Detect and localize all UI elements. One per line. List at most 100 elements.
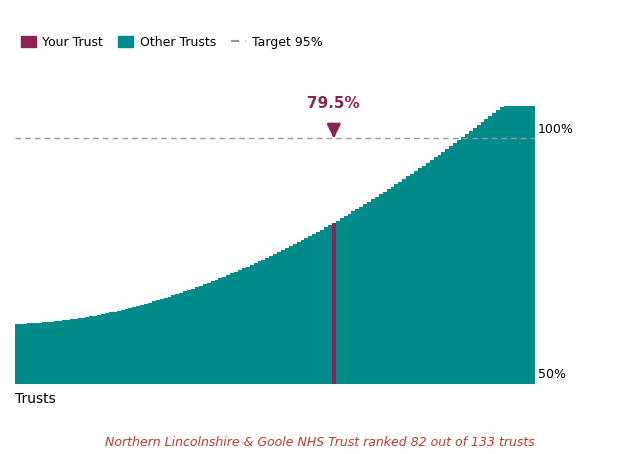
Bar xyxy=(289,246,292,384)
Bar xyxy=(42,322,46,384)
Bar xyxy=(320,230,324,384)
Bar xyxy=(527,106,531,384)
Bar xyxy=(453,143,457,384)
Text: Northern Lincolnshire & Goole NHS Trust ranked 82 out of 133 trusts: Northern Lincolnshire & Goole NHS Trust … xyxy=(105,436,535,449)
Bar xyxy=(74,319,77,384)
Bar xyxy=(516,106,520,384)
Bar xyxy=(512,106,516,384)
Bar xyxy=(508,106,512,384)
Bar xyxy=(191,289,195,384)
Bar xyxy=(175,294,179,384)
Bar xyxy=(461,137,465,384)
Bar xyxy=(355,209,359,384)
Bar xyxy=(488,116,492,384)
Bar xyxy=(398,182,403,384)
Bar xyxy=(116,311,120,384)
Bar xyxy=(422,166,426,384)
Bar xyxy=(27,323,31,384)
Bar xyxy=(199,286,203,384)
Bar xyxy=(35,323,38,384)
Bar xyxy=(257,262,262,384)
Bar xyxy=(262,260,266,384)
Bar xyxy=(496,110,500,384)
Bar xyxy=(273,254,277,384)
Bar xyxy=(403,179,406,384)
Bar xyxy=(418,168,422,384)
Bar xyxy=(359,207,363,384)
Bar xyxy=(109,312,113,384)
Bar xyxy=(101,314,105,384)
Bar xyxy=(23,324,27,384)
Bar xyxy=(469,131,473,384)
Bar xyxy=(238,270,242,384)
Bar xyxy=(246,266,250,384)
Bar xyxy=(340,218,344,384)
Bar xyxy=(438,154,442,384)
Bar xyxy=(77,318,81,384)
Bar xyxy=(266,258,269,384)
Bar xyxy=(253,263,257,384)
Bar xyxy=(250,265,253,384)
Bar xyxy=(97,315,101,384)
Bar xyxy=(285,248,289,384)
Bar xyxy=(477,125,481,384)
Bar xyxy=(371,199,375,384)
Bar xyxy=(38,323,42,384)
Bar xyxy=(120,310,125,384)
Bar xyxy=(129,308,132,384)
Bar xyxy=(70,320,74,384)
Bar xyxy=(348,214,351,384)
Bar xyxy=(504,106,508,384)
Bar xyxy=(46,322,50,384)
Text: 79.5%: 79.5% xyxy=(307,96,360,111)
Bar xyxy=(93,316,97,384)
Bar xyxy=(144,304,148,384)
Bar xyxy=(524,106,527,384)
Bar xyxy=(429,160,433,384)
Legend: Your Trust, Other Trusts, Target 95%: Your Trust, Other Trusts, Target 95% xyxy=(21,36,323,49)
Bar xyxy=(148,302,152,384)
Bar xyxy=(31,323,35,384)
Bar xyxy=(351,212,355,384)
Bar xyxy=(66,320,70,384)
Bar xyxy=(172,296,175,384)
Bar xyxy=(222,277,227,384)
Bar xyxy=(414,171,418,384)
Bar xyxy=(465,134,469,384)
Bar xyxy=(316,232,320,384)
Bar xyxy=(363,204,367,384)
Bar xyxy=(281,250,285,384)
Bar xyxy=(324,227,328,384)
Bar xyxy=(484,119,488,384)
Bar xyxy=(234,272,238,384)
Bar xyxy=(269,256,273,384)
Bar xyxy=(344,216,348,384)
Bar xyxy=(62,321,66,384)
Bar xyxy=(179,293,183,384)
Bar xyxy=(406,177,410,384)
Bar xyxy=(195,287,199,384)
Bar xyxy=(132,307,136,384)
Bar xyxy=(394,184,398,384)
Bar xyxy=(292,244,297,384)
Bar xyxy=(19,324,23,384)
Bar xyxy=(214,280,218,384)
Bar xyxy=(183,291,187,384)
Bar xyxy=(203,284,207,384)
Bar xyxy=(410,174,414,384)
Bar xyxy=(85,317,90,384)
Bar xyxy=(207,283,211,384)
Bar xyxy=(367,202,371,384)
Bar xyxy=(218,278,222,384)
Bar xyxy=(227,275,230,384)
Text: Trusts: Trusts xyxy=(15,392,56,406)
Bar xyxy=(379,194,383,384)
Bar xyxy=(383,192,387,384)
Bar xyxy=(332,223,336,384)
Bar xyxy=(305,238,308,384)
Bar xyxy=(242,268,246,384)
Bar xyxy=(500,107,504,384)
Bar xyxy=(136,306,140,384)
Bar xyxy=(230,273,234,384)
Bar xyxy=(160,299,164,384)
